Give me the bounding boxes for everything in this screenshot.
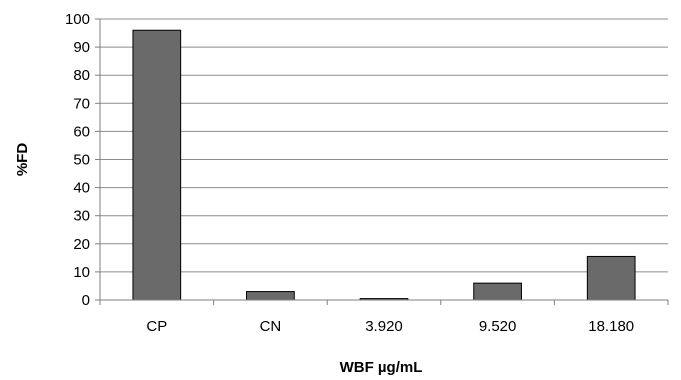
y-tick-label: 20	[73, 236, 90, 253]
bars	[132, 29, 636, 301]
y-tick-label: 100	[65, 11, 90, 28]
gridlines	[95, 18, 669, 305]
y-axis-title: %FD	[14, 143, 31, 177]
y-tick-label: 60	[73, 123, 90, 140]
bar-CN	[246, 291, 295, 301]
y-tick-label: 0	[82, 292, 90, 309]
bar-CP	[132, 29, 182, 301]
x-axis-title: WBF µg/mL	[340, 359, 423, 376]
x-tick-label: 3.920	[365, 318, 403, 335]
y-tick-label: 40	[73, 180, 90, 197]
y-tick-label: 80	[73, 67, 90, 84]
y-tick-label: 10	[73, 264, 90, 281]
x-tick-label: 18.180	[588, 318, 634, 335]
y-tick-label: 30	[73, 208, 90, 225]
y-tick-label: 50	[73, 152, 90, 169]
x-tick-label: CN	[260, 318, 282, 335]
bar-18.180	[586, 255, 636, 301]
y-tick-label: 90	[73, 39, 90, 56]
y-tick-label: 70	[73, 95, 90, 112]
bar-9.520	[473, 282, 522, 301]
x-tick-labels: CP CN 3.920 9.520 18.180	[146, 318, 634, 335]
x-tick-label: CP	[146, 318, 167, 335]
x-tick-label: 9.520	[479, 318, 517, 335]
y-tick-labels: 0 10 20 30 40 50 60 70 80 90 100	[65, 11, 90, 309]
